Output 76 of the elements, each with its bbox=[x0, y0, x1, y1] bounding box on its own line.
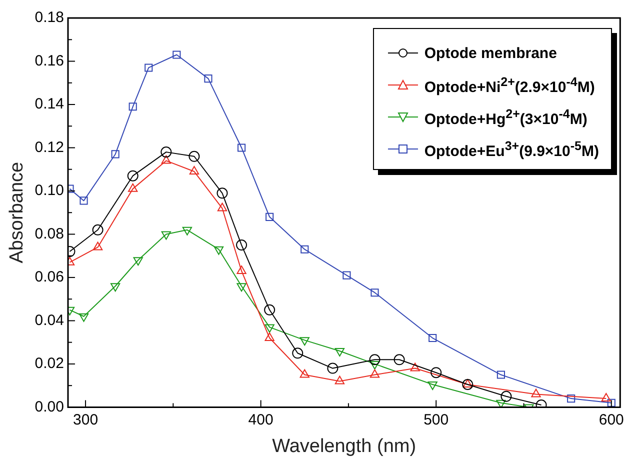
x-tick-label: 300 bbox=[73, 411, 98, 428]
point bbox=[500, 390, 512, 402]
y-tick-label: 0.00 bbox=[34, 398, 64, 416]
point bbox=[161, 231, 171, 240]
point bbox=[236, 240, 248, 251]
y-tick-label: 0.04 bbox=[34, 312, 64, 329]
y-tick-label: 0.08 bbox=[34, 225, 64, 242]
point bbox=[300, 245, 309, 254]
point bbox=[266, 212, 274, 221]
legend-label: Optode+Eu$^{3+}$(9.9×10$^{-5}$M) bbox=[424, 138, 599, 160]
point bbox=[216, 188, 228, 199]
point bbox=[300, 337, 310, 346]
point bbox=[370, 288, 379, 297]
point bbox=[217, 202, 228, 212]
y-tick-label: 0.16 bbox=[34, 52, 64, 70]
point bbox=[334, 348, 345, 356]
point bbox=[127, 170, 138, 182]
point bbox=[410, 362, 420, 372]
y-tick-label: 0.06 bbox=[34, 268, 64, 286]
y-axis-title: Absorbance bbox=[6, 162, 28, 264]
point bbox=[80, 196, 88, 205]
point bbox=[110, 283, 120, 292]
y-tick-label: 0.14 bbox=[34, 96, 64, 113]
point bbox=[144, 64, 153, 72]
point bbox=[430, 367, 442, 378]
point bbox=[370, 360, 380, 370]
y-tick-label: 0.10 bbox=[34, 182, 64, 200]
point bbox=[300, 369, 310, 378]
x-tick-label: 500 bbox=[424, 411, 449, 428]
legend-label: Optode+Ni$^{2+}$(2.9×10$^{-4}$M) bbox=[424, 74, 595, 96]
point bbox=[236, 265, 246, 274]
point bbox=[237, 144, 246, 152]
point bbox=[394, 354, 405, 366]
point bbox=[236, 283, 246, 292]
point bbox=[327, 362, 338, 374]
point bbox=[111, 150, 120, 158]
x-axis-title: Wavelength (nm) bbox=[272, 436, 416, 457]
point bbox=[204, 74, 212, 83]
point bbox=[172, 50, 181, 59]
point bbox=[128, 102, 137, 111]
point bbox=[188, 150, 200, 162]
point bbox=[462, 378, 474, 390]
legend-label: Optode membrane bbox=[424, 44, 557, 62]
point bbox=[370, 369, 380, 378]
point bbox=[428, 334, 437, 342]
point bbox=[133, 257, 143, 266]
point bbox=[342, 271, 351, 280]
point bbox=[607, 398, 616, 407]
point bbox=[78, 313, 89, 322]
point bbox=[567, 394, 576, 403]
point bbox=[264, 324, 274, 333]
point bbox=[292, 348, 304, 359]
point bbox=[214, 246, 224, 255]
x-tick-label: 600 bbox=[598, 411, 624, 428]
y-tick-label: 0.02 bbox=[34, 355, 64, 372]
x-tick-label: 400 bbox=[248, 411, 274, 428]
point bbox=[161, 155, 171, 164]
legend-label: Optode+Hg$^{2+}$(3×10$^{-4}$M) bbox=[424, 106, 588, 128]
point bbox=[128, 183, 138, 192]
point bbox=[496, 400, 506, 408]
y-tick-label: 0.12 bbox=[34, 138, 64, 156]
point bbox=[92, 242, 103, 250]
point bbox=[160, 146, 172, 158]
point bbox=[531, 388, 541, 398]
point bbox=[264, 332, 274, 342]
point bbox=[334, 376, 345, 384]
point bbox=[264, 304, 276, 316]
point bbox=[369, 354, 380, 366]
point bbox=[496, 370, 505, 379]
point bbox=[92, 224, 104, 236]
point bbox=[601, 393, 611, 402]
point bbox=[182, 226, 192, 236]
point bbox=[428, 381, 438, 390]
y-tick-label: 0.18 bbox=[34, 9, 64, 26]
point bbox=[189, 166, 200, 175]
point bbox=[462, 378, 472, 388]
